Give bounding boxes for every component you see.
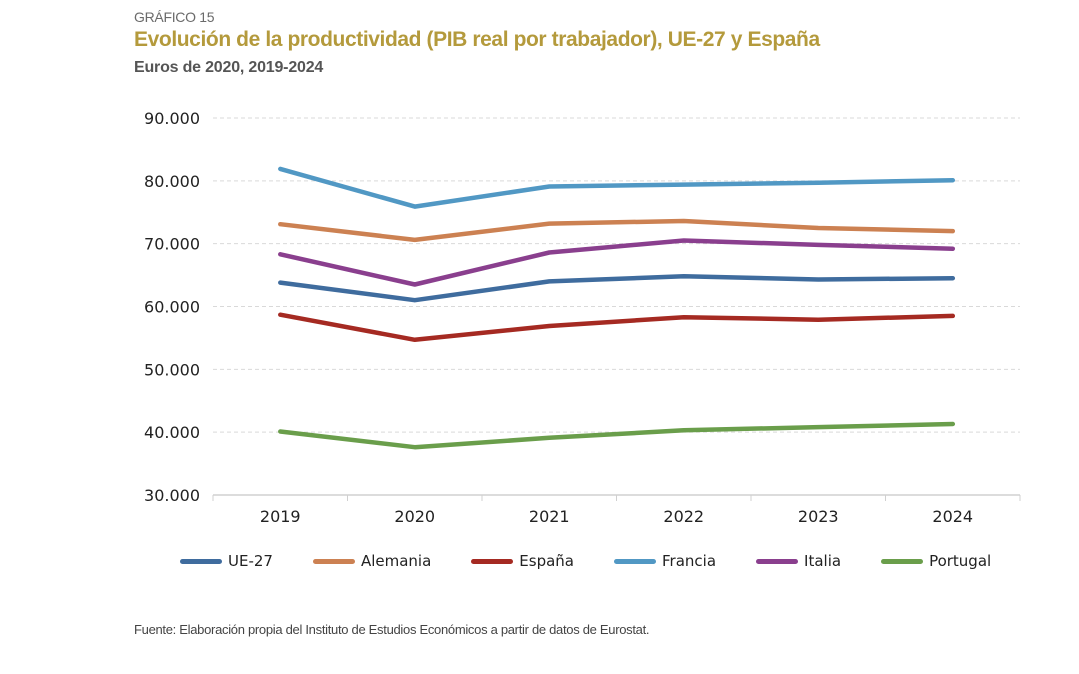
series-line-ue-27 [278, 274, 956, 303]
legend-label: España [519, 552, 575, 570]
line-chart: 30.000 40.000 50.000 60.000 70.000 80.000 90.0… [144, 109, 1021, 526]
legend-item: Portugal [881, 552, 991, 570]
legend-swatch [881, 558, 924, 564]
series-line-italia [278, 238, 956, 287]
series-line-españa [278, 312, 956, 343]
x-tick-label: 2023 [798, 507, 839, 526]
series-line-alemania [278, 218, 956, 243]
chart-legend: UE-27 Alemania España Francia Italia Portugal [180, 552, 1031, 570]
y-tick-label: 70.000 [144, 235, 200, 254]
series-line-francia [278, 166, 956, 209]
x-tick-label: 2019 [260, 507, 301, 526]
y-tick-label: 40.000 [144, 423, 200, 442]
chart-subtitle: Euros de 2020, 2019-2024 [134, 59, 324, 76]
legend-label: Portugal [929, 552, 992, 570]
legend-item: Italia [756, 552, 841, 570]
legend-swatch [756, 558, 799, 564]
y-tick-label: 90.000 [144, 109, 200, 128]
source-note: Fuente: Elaboración propia del Instituto… [134, 622, 650, 637]
legend-swatch [312, 558, 355, 564]
x-tick-label: 2024 [932, 507, 973, 526]
chart-kicker: GRÁFICO 15 [134, 9, 215, 25]
legend-label: UE-27 [228, 552, 273, 570]
legend-item: España [471, 552, 574, 570]
legend-swatch [471, 558, 514, 564]
series-line-portugal [278, 421, 956, 450]
legend-label: Alemania [360, 552, 432, 570]
x-tick-label: 2021 [529, 507, 570, 526]
x-tick-label: 2022 [663, 507, 704, 526]
legend-label: Italia [804, 552, 842, 570]
legend-swatch [614, 558, 657, 564]
legend-item: UE-27 [180, 552, 273, 570]
y-tick-label: 80.000 [144, 172, 200, 191]
legend-swatch [180, 558, 222, 564]
chart-title: Evolución de la productividad (PIB real … [134, 28, 820, 51]
legend-item: Alemania [312, 552, 432, 570]
y-tick-label: 60.000 [144, 298, 200, 317]
y-tick-label: 30.000 [144, 486, 200, 505]
y-tick-label: 50.000 [144, 360, 200, 379]
legend-item: Francia [614, 552, 716, 570]
legend-label: Francia [662, 552, 717, 570]
x-tick-label: 2020 [394, 507, 435, 526]
